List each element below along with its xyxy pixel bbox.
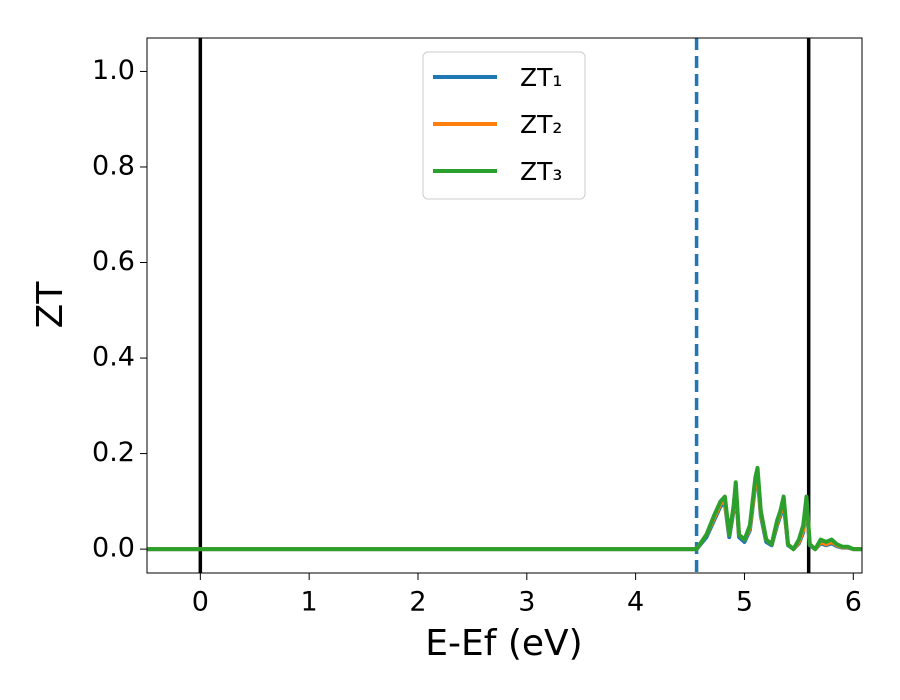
y-tick-label: 0.2 xyxy=(92,437,135,468)
plot-frame xyxy=(146,37,863,574)
plot-area xyxy=(147,38,862,573)
y-tick-label: 0.4 xyxy=(92,342,135,373)
legend-label: ZT₃ xyxy=(520,157,562,186)
x-tick-label: 2 xyxy=(409,587,426,618)
legend-label: ZT₁ xyxy=(520,63,562,92)
x-tick-label: 3 xyxy=(518,587,535,618)
x-tick-label: 1 xyxy=(301,587,318,618)
x-tick-label: 0 xyxy=(192,587,209,618)
x-tick-label: 5 xyxy=(736,587,753,618)
y-tick-label: 0.8 xyxy=(92,150,135,181)
y-tick-label: 0.0 xyxy=(92,533,135,564)
legend-box xyxy=(422,51,586,200)
x-tick-label: 4 xyxy=(627,587,644,618)
legend-label: ZT₂ xyxy=(520,110,562,139)
y-tick-label: 0.6 xyxy=(92,246,135,277)
y-tick-label: 1.0 xyxy=(92,55,135,86)
x-tick-label: 6 xyxy=(845,587,862,618)
series-line xyxy=(147,465,862,552)
y-axis-label: ZT xyxy=(30,281,71,329)
x-axis-label: E-Ef (eV) xyxy=(425,623,582,664)
